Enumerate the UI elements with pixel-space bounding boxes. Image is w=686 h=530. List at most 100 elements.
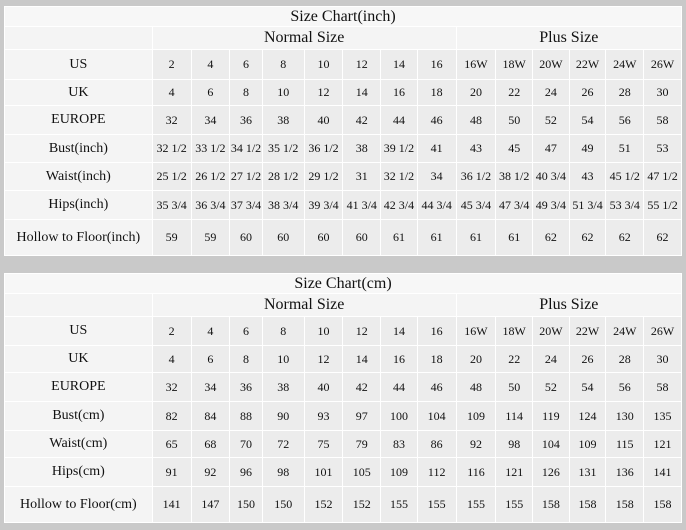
table-cell: 155	[455, 486, 497, 523]
table-cell: 16W	[455, 316, 497, 346]
table-cell: 152	[342, 486, 382, 523]
table-cell: 6	[190, 79, 231, 106]
table-row: Hips(inch) 35 3/4 36 3/4 37 3/4 38 3/4 39 3/4…	[4, 190, 682, 220]
table-cell: 25 1/2	[151, 162, 192, 191]
row-label: UK	[4, 79, 153, 106]
table-cell: 32 1/2	[151, 134, 192, 163]
table-cell: 49	[568, 134, 607, 163]
table-cell: 141	[643, 457, 682, 487]
table-cell: 42	[342, 372, 382, 402]
table-cell: 60	[342, 219, 382, 256]
table-cell: 114	[495, 401, 534, 431]
table-cell: 14	[342, 79, 382, 106]
table-cell: 121	[643, 430, 682, 458]
table-cell: 6	[229, 49, 263, 80]
table-cell: 119	[532, 401, 570, 431]
table-cell: 32	[151, 372, 192, 402]
table-cell: 22	[495, 345, 534, 373]
table-cell: 24	[532, 345, 570, 373]
table-cell: 92	[190, 457, 231, 487]
table-cell: 26 1/2	[190, 162, 231, 191]
row-label: Bust(inch)	[4, 134, 153, 163]
table-cell: 59	[190, 219, 231, 256]
table-cell: 158	[532, 486, 570, 523]
table-cell: 20	[455, 79, 497, 106]
table-row: Hips(cm) 91 92 96 98 101 105 109 112 116 121 126 131…	[4, 457, 682, 487]
table-cell: 12	[342, 316, 382, 346]
table-row: US 2 4 6 8 10 12 14 16 16W 18W 20W 22W 24W 26W	[4, 49, 682, 80]
table-cell: 158	[568, 486, 607, 523]
table-cell: 24W	[605, 49, 645, 80]
table-cell: 60	[303, 219, 344, 256]
table-cell: 28 1/2	[261, 162, 305, 191]
row-label: Hollow to Floor(inch)	[4, 219, 153, 256]
table-cell: 158	[605, 486, 645, 523]
table-cell: 47 3/4	[495, 190, 534, 220]
table-cell: 40	[303, 372, 344, 402]
table-cell: 109	[568, 430, 607, 458]
table-cell: 104	[532, 430, 570, 458]
table-cell: 60	[261, 219, 305, 256]
table-cell: 86	[416, 430, 457, 458]
table-cell: 30	[643, 79, 682, 106]
table-cell: 40	[303, 105, 344, 135]
row-label: US	[4, 49, 153, 80]
table-cell: 44	[380, 372, 418, 402]
table-cell: 40 3/4	[532, 162, 570, 191]
table-cell: 58	[643, 105, 682, 135]
table-cell: 141	[151, 486, 192, 523]
table-cell: 39 3/4	[303, 190, 344, 220]
table-cell: 44 3/4	[416, 190, 457, 220]
table-cell: 41 3/4	[342, 190, 382, 220]
table-cell: 61	[495, 219, 534, 256]
table-cell: 90	[261, 401, 305, 431]
table-cell: 96	[229, 457, 263, 487]
table-cell: 8	[261, 316, 305, 346]
table-cell: 14	[380, 49, 418, 80]
table-cell: 26	[568, 79, 607, 106]
table-cell: 91	[151, 457, 192, 487]
table-cell: 27 1/2	[229, 162, 263, 191]
table-cell: 22	[495, 79, 534, 106]
table-cell: 59	[151, 219, 192, 256]
table-cell: 72	[261, 430, 305, 458]
table-cell: 104	[416, 401, 457, 431]
table-cell: 18	[416, 345, 457, 373]
table-cell: 65	[151, 430, 192, 458]
table-cell: 92	[455, 430, 497, 458]
table-cell: 68	[190, 430, 231, 458]
table-cell: 150	[261, 486, 305, 523]
table-cell: 36	[229, 372, 263, 402]
table-cell: 20W	[532, 49, 570, 80]
table-cell: 135	[643, 401, 682, 431]
table-cell: 158	[643, 486, 682, 523]
size-chart-inch: Size Chart(inch) Normal Size Plus Size US 2 4…	[4, 6, 683, 256]
table-cell: 20	[455, 345, 497, 373]
table-cell: 8	[261, 49, 305, 80]
table-cell: 150	[229, 486, 263, 523]
group-row: Normal Size Plus Size	[4, 26, 683, 50]
row-label: Hollow to Floor(cm)	[4, 486, 153, 523]
table-cell: 70	[229, 430, 263, 458]
table-cell: 131	[568, 457, 607, 487]
table-cell: 16	[416, 316, 457, 346]
table-cell: 105	[342, 457, 382, 487]
table-cell: 53 3/4	[605, 190, 645, 220]
table-cell: 52	[532, 105, 570, 135]
table-cell: 26	[568, 345, 607, 373]
table-cell: 36 3/4	[190, 190, 231, 220]
table-cell: 36	[229, 105, 263, 135]
table-cell: 54	[568, 372, 607, 402]
table-cell: 42 3/4	[380, 190, 418, 220]
table-cell: 24W	[605, 316, 645, 346]
table-cell: 4	[190, 316, 231, 346]
table-cell: 51 3/4	[568, 190, 607, 220]
table-cell: 12	[342, 49, 382, 80]
group-normal-size: Normal Size	[151, 293, 457, 317]
table-cell: 58	[643, 372, 682, 402]
table-cell: 38	[261, 105, 305, 135]
group-plus-size: Plus Size	[455, 293, 683, 317]
row-label: Hips(cm)	[4, 457, 153, 487]
table-cell: 34	[190, 372, 231, 402]
table-cell: 50	[495, 105, 534, 135]
